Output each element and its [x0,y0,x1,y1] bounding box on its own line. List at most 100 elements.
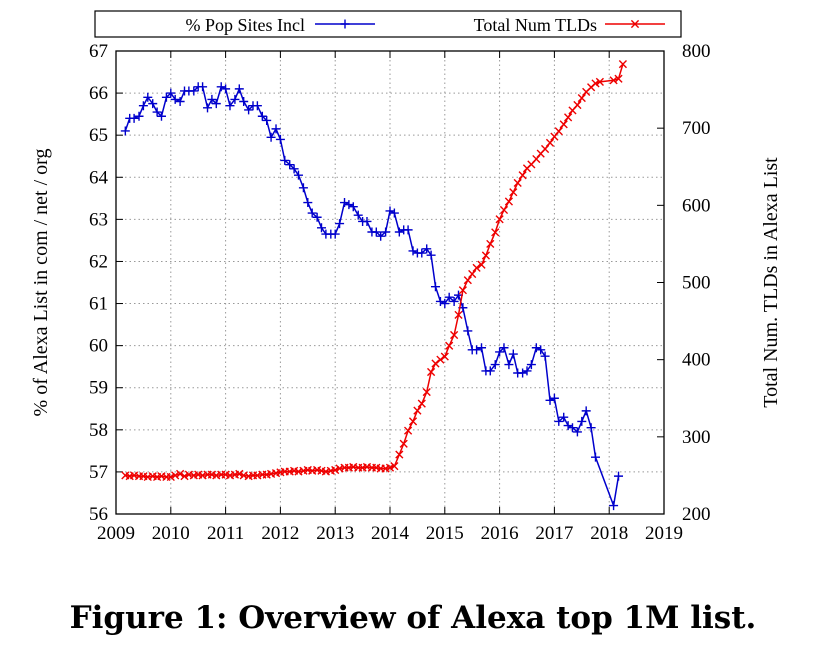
data-point [504,197,514,206]
data-point [550,132,559,141]
data-point [403,426,413,435]
data-point [618,60,627,69]
data-point [340,198,350,208]
figure-caption: Figure 1: Overview of Alexa top 1M list. [69,600,757,636]
data-point [152,107,162,117]
data-point [307,208,317,218]
data-point [134,111,144,121]
data-point [545,138,555,147]
data-point [275,134,285,144]
data-point [540,144,550,154]
data-point [431,359,440,368]
y-tick-label: 67 [89,41,108,62]
y-tick-label: 63 [89,209,108,230]
data-point [394,227,404,237]
data-point [166,88,176,98]
data-point [413,406,422,415]
data-point [427,367,436,377]
x-tick-label: 2011 [207,523,244,544]
y-tick-label: 57 [89,462,108,483]
y2-tick-label: 400 [682,350,711,371]
y2-tick-label: 600 [682,195,711,216]
data-point [244,105,254,115]
plot-frame [115,50,665,515]
data-point [481,251,490,260]
data-point [143,92,153,102]
y-tick-label: 61 [89,294,108,315]
data-point [312,212,322,222]
data-point [609,76,618,85]
data-point [271,124,281,134]
data-point [303,198,313,208]
data-point [504,360,514,370]
data-point [171,471,180,480]
data-point [449,296,459,306]
x-tick-label: 2017 [535,523,573,544]
series-total-tlds [121,60,627,482]
series-line [125,63,624,478]
data-point [526,360,536,370]
legend-sample-pop-sites [315,19,375,29]
legend-label-total-tlds: Total Num TLDs [474,15,597,35]
y2-tick-label: 200 [682,504,711,525]
data-point [563,421,573,431]
x-tick-label: 2009 [97,523,135,544]
data-point [252,101,262,111]
x-tick-label: 2012 [261,523,299,544]
data-point [422,387,431,397]
data-point [257,111,267,121]
data-point [518,368,528,378]
y2-tick-label: 300 [682,427,711,448]
y-tick-label: 56 [89,504,108,525]
data-point [540,351,550,361]
y2-tick-label: 800 [682,41,711,62]
data-point [203,103,213,113]
data-point [148,99,158,109]
data-point [490,360,500,370]
data-point [156,111,166,121]
data-point [577,416,587,426]
data-point [262,115,272,125]
y-axis-title: % of Alexa List in com / net / org [30,149,52,417]
data-point [495,347,505,357]
data-point [170,94,180,104]
data-point [567,423,577,433]
data-point [390,462,399,471]
data-point [395,450,404,459]
data-point [230,94,240,104]
data-point [138,101,148,111]
data-point [285,160,295,170]
data-point [591,452,600,462]
data-point [408,246,418,256]
data-point [509,188,518,197]
data-point [225,101,235,111]
data-point [216,82,226,92]
y2-tick-label: 700 [682,118,711,139]
data-point [381,227,391,237]
data-point [417,399,426,408]
data-point [353,210,363,220]
data-point [239,97,249,107]
x-tick-label: 2019 [645,523,683,544]
data-point [440,352,449,361]
data-point [440,299,450,309]
y-tick-label: 60 [89,336,108,357]
axis-ticks: 56 57 58 59 60 61 62 63 64 65 66 67 2009 2010 2011 2012… [89,41,711,544]
data-point [586,423,596,433]
legend-label-pop-sites: % Pop Sites Incl [186,15,306,35]
data-point [175,97,185,107]
y-tick-label: 65 [89,125,108,146]
data-point [362,216,372,226]
data-point [385,206,395,216]
chart: 56 57 58 59 60 61 62 63 64 65 66 67 2009 2010 2011 2012… [30,10,782,544]
data-point [531,343,541,353]
y-tick-label: 62 [89,251,108,272]
data-point [499,205,509,215]
data-point [559,412,569,422]
data-point [399,439,408,448]
grid [116,51,664,514]
y-tick-label: 59 [89,378,108,399]
y-tick-label: 66 [89,83,108,104]
data-point [436,355,445,364]
data-point [385,463,395,472]
